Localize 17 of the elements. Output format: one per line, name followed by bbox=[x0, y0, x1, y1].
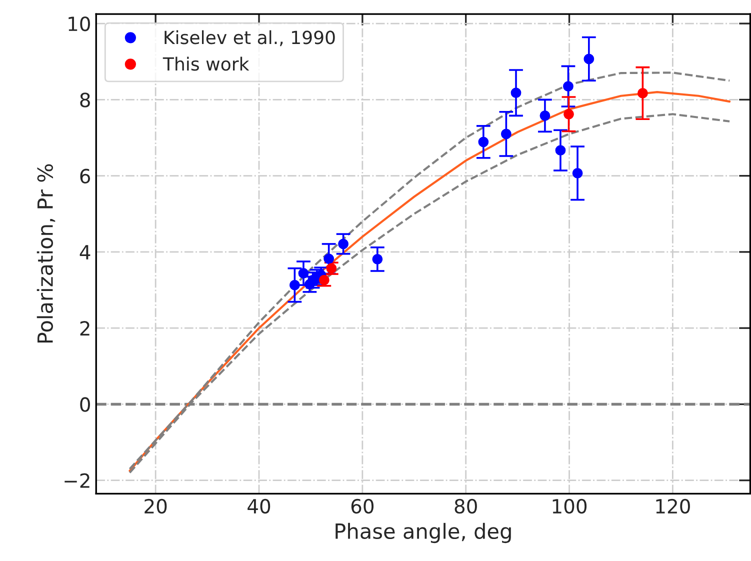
x-tick-label: 60 bbox=[351, 498, 374, 514]
y-tick-label: −2 bbox=[64, 473, 90, 488]
y-tick-label: 10 bbox=[68, 16, 90, 32]
y-axis-title: Polarization, Pr % bbox=[36, 164, 56, 343]
x-tick-label: 40 bbox=[248, 498, 270, 514]
y-tick-label: 4 bbox=[80, 245, 90, 260]
legend-label: This work bbox=[162, 56, 250, 71]
x-tick-label: 120 bbox=[656, 498, 690, 514]
x-axis-title: Phase angle, deg bbox=[336, 522, 511, 544]
x-tick-label: 100 bbox=[552, 498, 587, 514]
legend-label: Kiselev et al., 1990 bbox=[164, 30, 335, 46]
y-tick-label: 2 bbox=[80, 321, 90, 336]
x-tick-label: 80 bbox=[454, 498, 477, 514]
y-tick-label: 0 bbox=[80, 397, 90, 412]
y-tick-label: 8 bbox=[80, 92, 90, 108]
y-tick-label: 6 bbox=[80, 168, 90, 184]
x-tick-label: 20 bbox=[144, 498, 167, 514]
